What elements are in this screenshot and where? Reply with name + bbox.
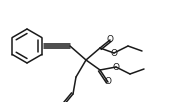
Text: O: O [106,35,114,44]
Text: O: O [110,48,117,58]
Text: O: O [105,78,112,86]
Text: O: O [113,63,120,72]
